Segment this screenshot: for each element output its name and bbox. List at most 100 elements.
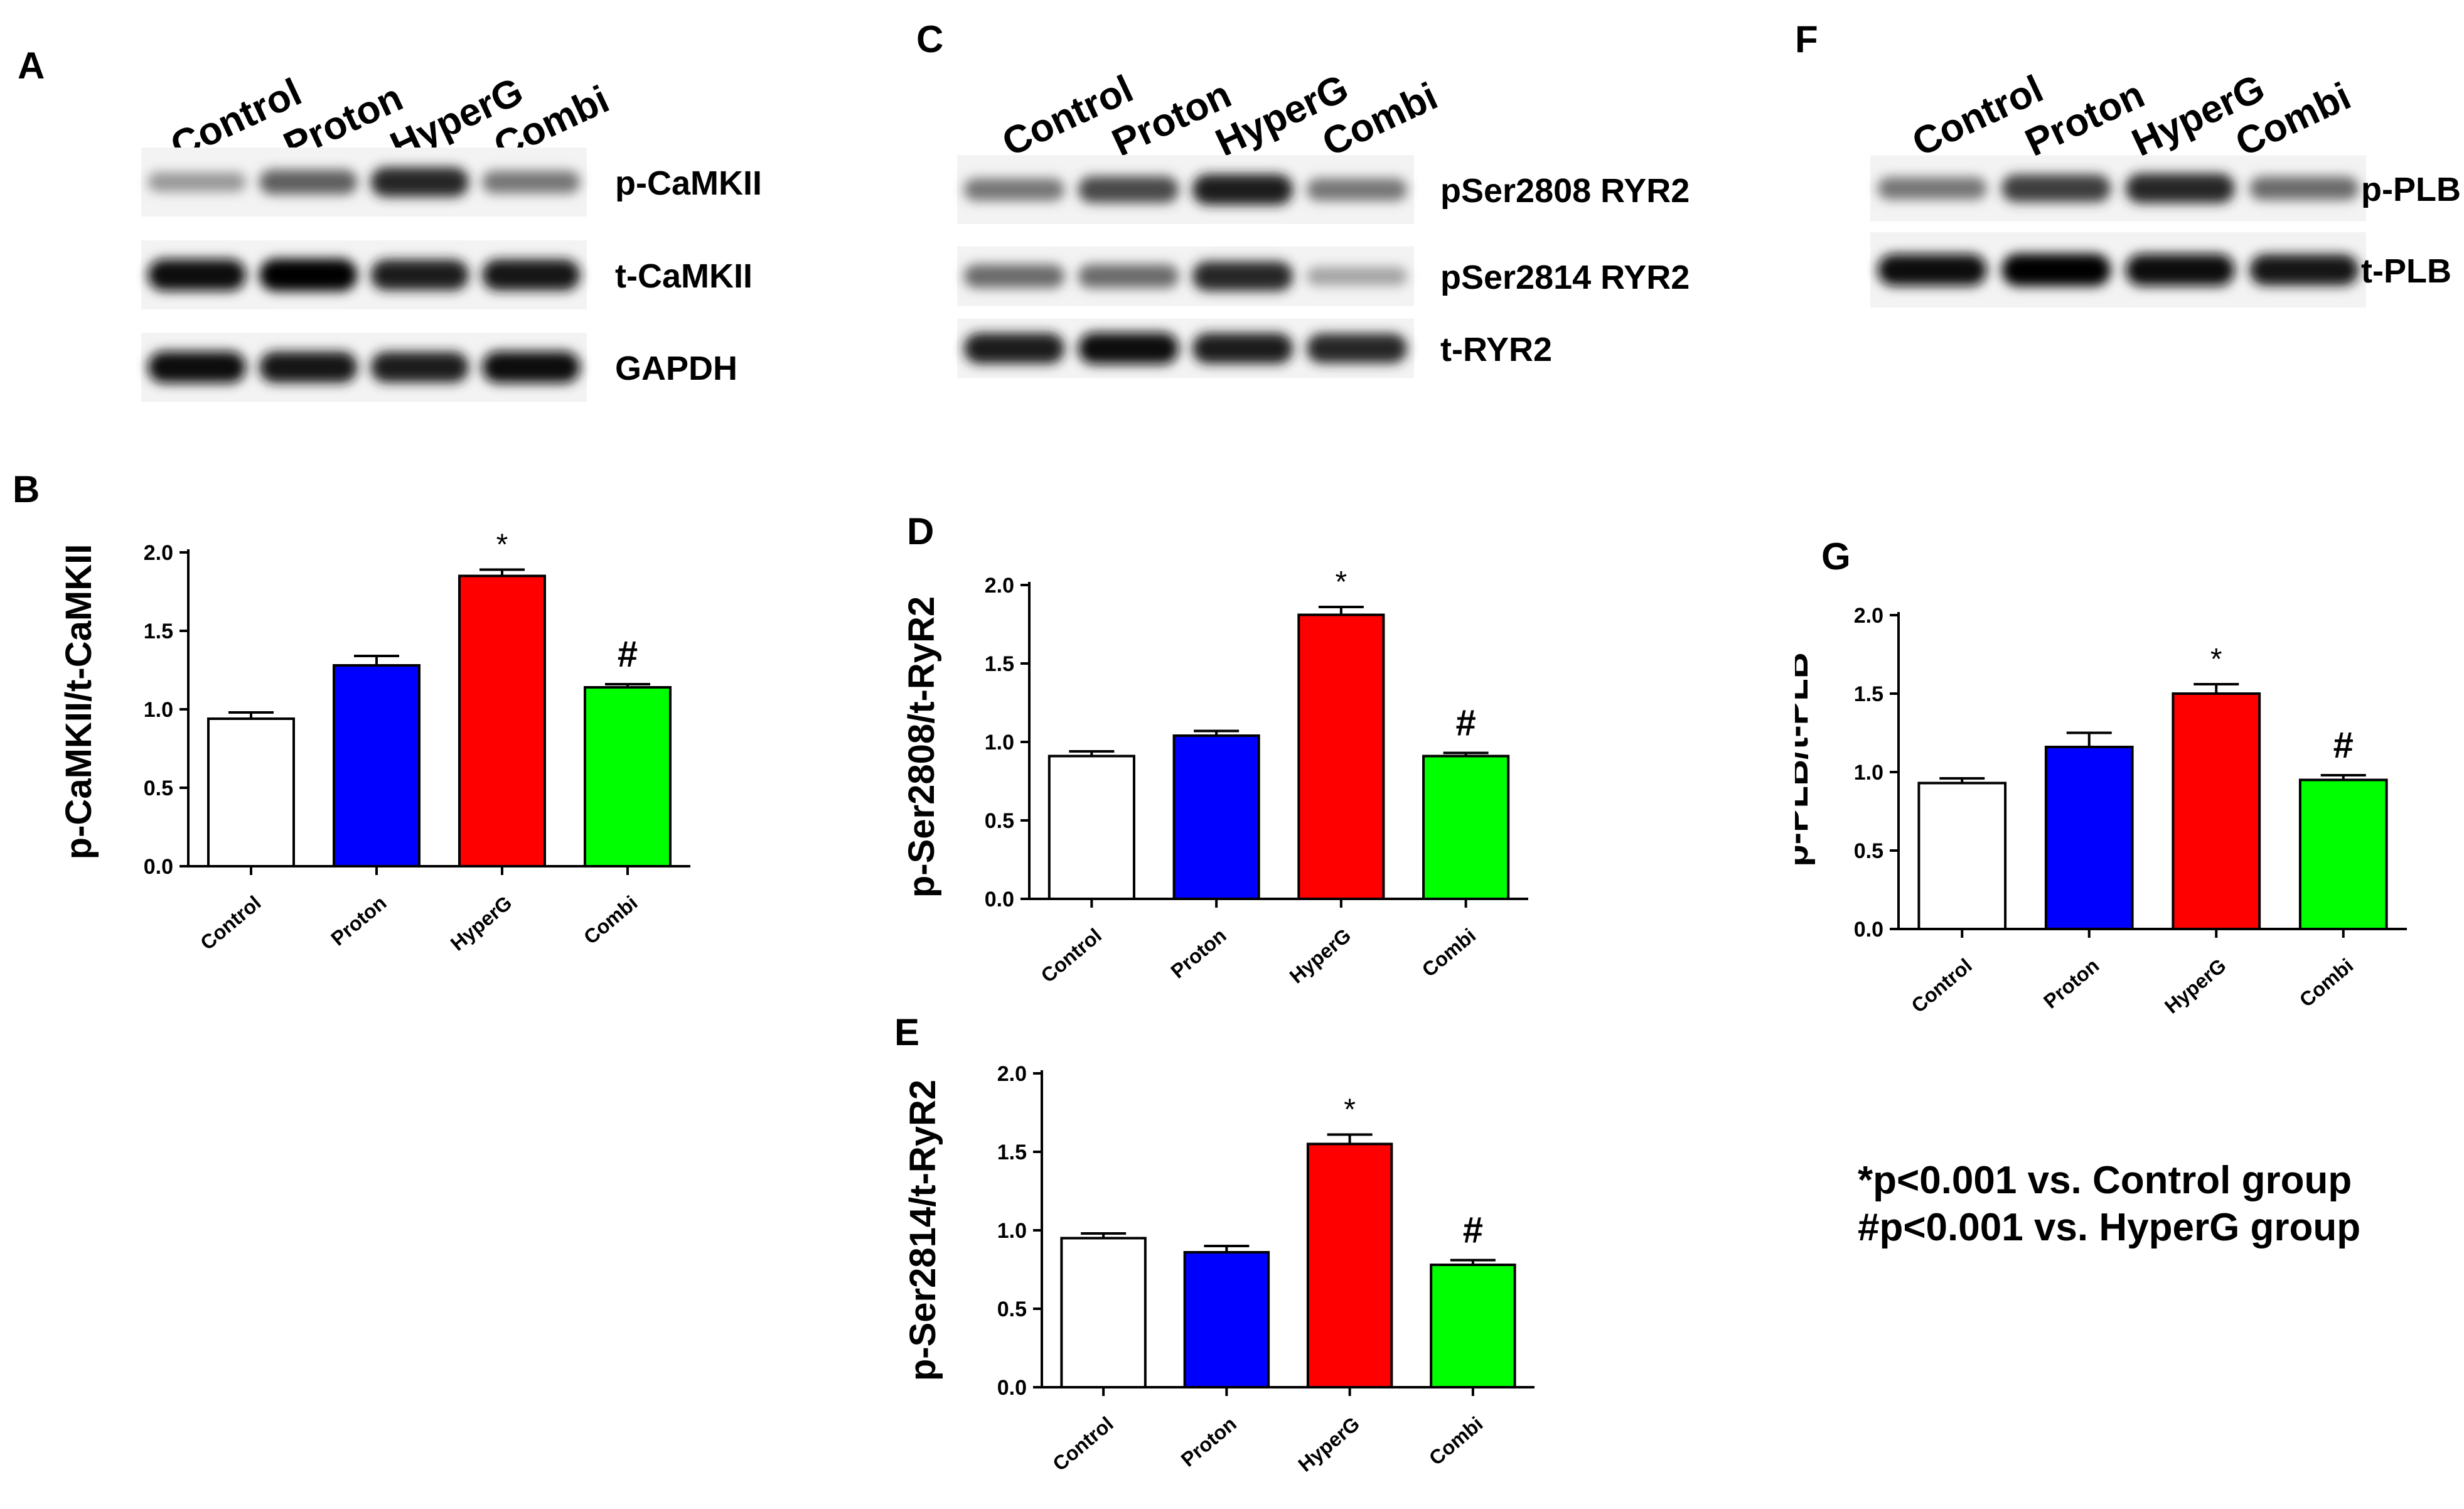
x-tick-label: Control	[196, 891, 265, 955]
y-tick-label: 1.5	[1854, 682, 1883, 706]
y-tick-label: 0.5	[985, 809, 1014, 833]
x-tick-label: Control	[1048, 1412, 1117, 1476]
y-tick-label: 0.0	[985, 888, 1014, 911]
error-bar	[228, 711, 274, 719]
error-bar	[354, 655, 399, 665]
error-bar	[1443, 751, 1489, 756]
error-bar	[1081, 1232, 1127, 1238]
error-bar	[2193, 683, 2239, 694]
significance-hash: #	[1463, 1210, 1483, 1251]
bar-hyperg	[1306, 1142, 1393, 1388]
significance-hash: #	[618, 634, 638, 675]
y-tick-label: 1.0	[1854, 761, 1883, 785]
footnote-line-2: #p<0.001 vs. HyperG group	[1858, 1206, 2361, 1249]
bar-combi	[584, 686, 672, 867]
blot-band	[370, 167, 469, 197]
y-tick-label: 1.5	[985, 652, 1014, 676]
bar-control	[1047, 754, 1135, 900]
blot-band	[482, 351, 581, 384]
x-tick-label: Proton	[2039, 954, 2103, 1013]
significance-star: *	[1344, 1093, 1356, 1127]
x-tick-label: Combi	[1418, 924, 1480, 982]
footnote-line-1: *p<0.001 vs. Control group	[1858, 1159, 2352, 1202]
blot-row-label: pSer2808 RYR2	[1440, 172, 1690, 210]
blot-band	[259, 169, 358, 195]
blot-band	[1192, 333, 1294, 364]
x-tick-label: HyperG	[1285, 924, 1356, 988]
y-axis-label: p-Ser2814/t-RyR2	[903, 1080, 943, 1381]
blot-row: pSer2814 RYR2	[957, 246, 1690, 306]
y-tick-label: 1.0	[985, 731, 1014, 754]
blot-band	[482, 171, 581, 193]
bar-chart-b: 0.0 0.5 1.0 1.5 2.0 p-CaMKII/t-CaMKII Control P…	[58, 529, 690, 955]
y-tick-label: 2.0	[997, 1062, 1027, 1086]
y-tick-label: 1.5	[997, 1141, 1027, 1164]
panel-label-e: E	[894, 1011, 920, 1053]
blot-row-label: t-PLB	[2361, 252, 2451, 290]
y-tick-label: 2.0	[144, 541, 173, 565]
x-tick-label: Control	[1907, 954, 1976, 1018]
y-tick-label: 0.0	[144, 855, 173, 879]
x-tick-label: Proton	[326, 891, 390, 950]
blot-row: p-PLB	[1870, 155, 2461, 222]
bar-chart-e: 0.0 0.5 1.0 1.5 2.0 p-Ser2814/t-RyR2 Control Pr…	[903, 1062, 1535, 1476]
x-tick-label: Combi	[2295, 954, 2357, 1012]
blot-row-label: GAPDH	[615, 350, 737, 387]
blot-band	[2125, 254, 2235, 286]
blot-row-label: t-CaMKII	[615, 257, 753, 295]
blot-band	[1877, 177, 1987, 200]
y-tick-label: 0.5	[997, 1297, 1027, 1321]
blot-band	[2249, 176, 2359, 200]
blot-band	[2125, 173, 2235, 203]
error-bar	[479, 568, 525, 576]
x-tick-label: HyperG	[2160, 954, 2231, 1018]
error-bar	[1069, 750, 1115, 756]
error-bar	[1450, 1259, 1496, 1265]
panel-label-c: C	[916, 18, 944, 60]
blot-band	[2001, 254, 2111, 286]
panel-label-d: D	[907, 510, 935, 552]
blot-row-label: t-RYR2	[1440, 331, 1552, 368]
x-tick-label: HyperG	[1294, 1412, 1364, 1476]
blot-band	[147, 259, 246, 291]
blot-band	[1877, 254, 1987, 286]
y-tick-label: 0.5	[144, 776, 173, 800]
error-bar	[1194, 729, 1240, 736]
y-tick-label: 2.0	[985, 574, 1014, 598]
blot-band	[963, 333, 1065, 364]
y-tick-label: 2.0	[1854, 604, 1883, 628]
error-bar	[1327, 1133, 1373, 1144]
bar-control	[1060, 1237, 1147, 1388]
bar-chart-g: 0.0 0.5 1.0 1.5 2.0 p-PLB/t-PLB Control Proton H…	[1795, 604, 2407, 1018]
bar-hyperg	[1297, 613, 1385, 900]
blot-row: t-PLB	[1870, 232, 2451, 308]
blot-band	[1078, 264, 1179, 288]
x-tick-label: Combi	[579, 891, 641, 949]
panel-label-g: G	[1821, 535, 1851, 577]
x-tick-label: Proton	[1167, 924, 1231, 983]
bar-chart-d: 0.0 0.5 1.0 1.5 2.0 p-Ser2808/t-RyR2 Control Pr…	[901, 566, 1528, 988]
bar-combi	[1430, 1264, 1516, 1388]
x-tick-label: Control	[1037, 924, 1106, 987]
panel-label-f: F	[1795, 18, 1818, 60]
blot-row: pSer2808 RYR2	[957, 155, 1690, 224]
blot-row: t-RYR2	[957, 318, 1552, 379]
blot-band	[1078, 332, 1179, 365]
bar-proton	[1183, 1251, 1270, 1388]
bar-control	[1917, 781, 2007, 930]
error-bar	[2066, 731, 2112, 747]
y-tick-label: 0.0	[997, 1376, 1027, 1400]
y-tick-label: 1.5	[144, 620, 173, 643]
bar-hyperg	[2172, 692, 2261, 930]
bar-proton	[333, 664, 420, 867]
y-tick-label: 0.0	[1854, 918, 1883, 942]
y-tick-label: 1.0	[997, 1219, 1027, 1243]
error-bar	[1939, 777, 1985, 783]
y-axis-label: p-PLB/t-PLB	[1795, 652, 1816, 867]
blot-row: p-CaMKII	[141, 148, 762, 217]
blot-row-label: p-CaMKII	[615, 164, 762, 202]
bar-combi	[1422, 754, 1510, 900]
lane-label-control: Control	[1906, 67, 2050, 165]
